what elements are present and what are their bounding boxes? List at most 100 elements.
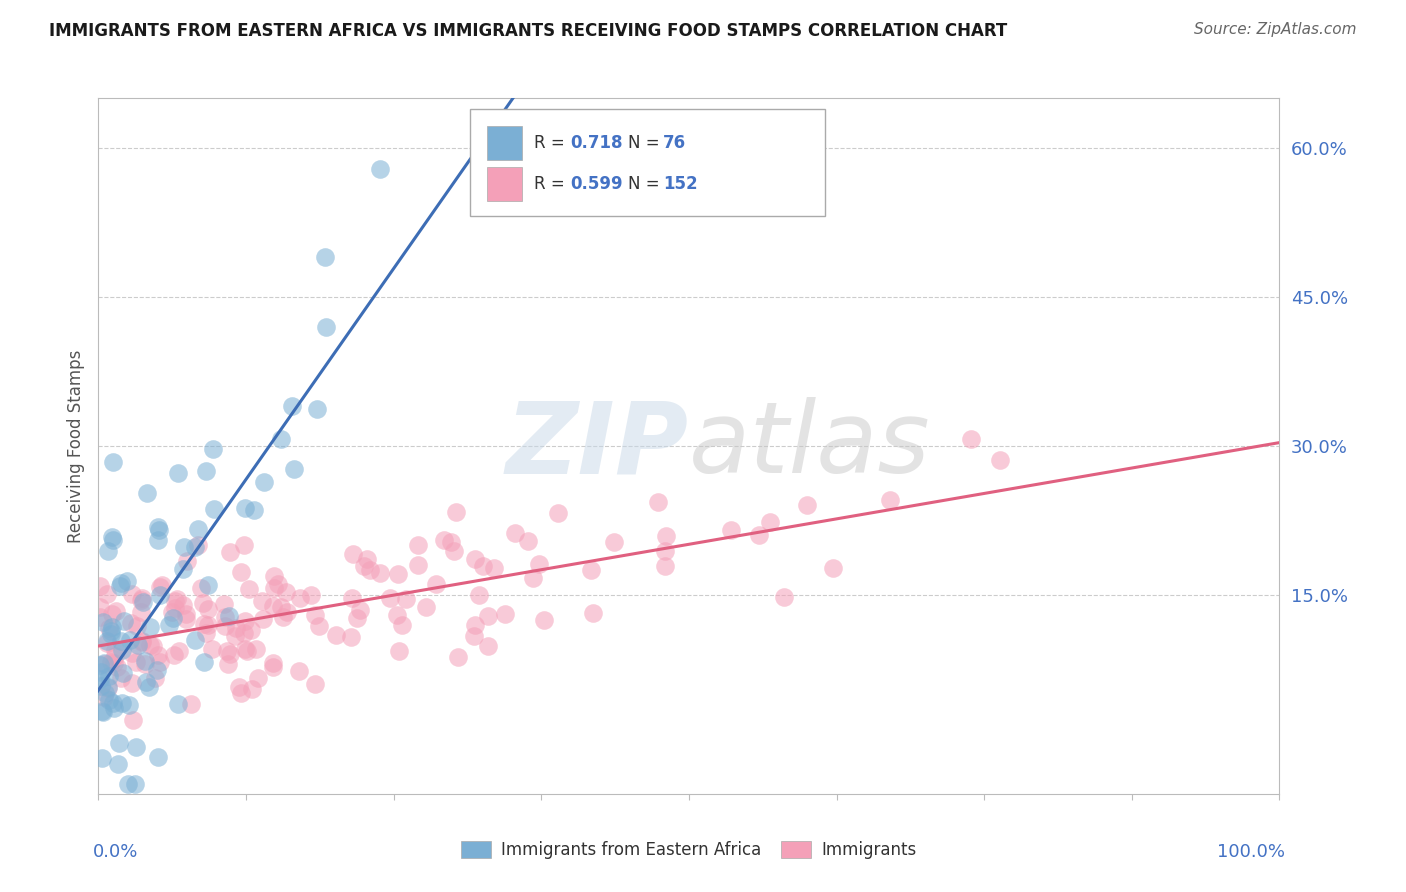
Point [720,523,742,537]
Y-axis label: Receiving Food Stamps: Receiving Food Stamps [66,350,84,542]
Point [233,614,256,628]
Point [149,655,172,669]
Point [299,588,322,602]
Point [103,700,125,714]
Text: Source: ZipAtlas.com: Source: ZipAtlas.com [1194,22,1357,37]
Point [89,610,111,624]
Legend: Immigrants from Eastern Africa, Immigrants: Immigrants from Eastern Africa, Immigran… [454,834,924,865]
Point [245,642,267,657]
Point [184,540,207,554]
Text: N =: N = [628,175,665,193]
Text: atlas: atlas [689,398,931,494]
Point [121,646,143,660]
Point [101,607,124,621]
Point [356,552,378,566]
Point [97,681,120,696]
Text: N =: N = [628,134,665,152]
Point [425,577,447,591]
Point [195,626,218,640]
Point [173,541,195,555]
Point [232,538,254,552]
Point [90,679,112,693]
Point [100,655,122,669]
Point [267,576,290,591]
Point [163,594,186,608]
Point [89,599,111,614]
Point [139,620,162,634]
Point [101,455,124,469]
Point [307,401,329,416]
Point [103,656,125,670]
Point [110,671,132,685]
Point [143,671,166,685]
Point [100,624,122,638]
Point [603,534,626,549]
Text: R =: R = [534,134,569,152]
Point [233,501,256,516]
Point [314,250,336,264]
Point [94,686,117,700]
Point [183,633,205,648]
Point [654,544,676,558]
Point [796,498,818,512]
Point [142,640,165,654]
Point [494,607,516,622]
Point [193,655,215,669]
Point [131,634,153,648]
Point [138,680,160,694]
Point [187,538,209,552]
Point [125,739,148,754]
Point [111,642,134,657]
Point [463,629,485,643]
Point [193,616,215,631]
Point [110,633,132,648]
Point [647,494,669,508]
Point [125,655,148,669]
Point [105,604,128,618]
Point [197,602,219,616]
Point [101,696,124,710]
Point [91,751,114,765]
Point [93,656,115,670]
Point [162,605,184,619]
Point [406,558,429,573]
Point [472,558,495,573]
Point [217,657,239,672]
Point [90,704,112,718]
Point [271,610,294,624]
Point [111,666,134,681]
Point [380,591,402,606]
Point [385,607,408,622]
Point [433,533,456,548]
Point [533,614,555,628]
Point [464,618,486,632]
Point [125,618,148,632]
Point [148,523,170,537]
Point [104,642,127,657]
Point [283,462,305,476]
Point [120,632,142,647]
Point [122,713,145,727]
Point [579,563,602,577]
Point [121,587,143,601]
Point [115,574,138,588]
Point [89,579,111,593]
Point [250,594,273,608]
Point [191,596,214,610]
Point [101,533,124,547]
Point [243,502,266,516]
Point [387,644,409,658]
Point [118,698,141,713]
Point [304,608,326,623]
Point [252,612,274,626]
Point [135,486,157,500]
Point [139,638,162,652]
Point [96,635,118,649]
Point [163,648,186,662]
Point [214,609,236,624]
Point [167,697,190,711]
Point [503,525,526,540]
Point [172,562,194,576]
Point [124,777,146,791]
Text: 76: 76 [664,134,686,152]
